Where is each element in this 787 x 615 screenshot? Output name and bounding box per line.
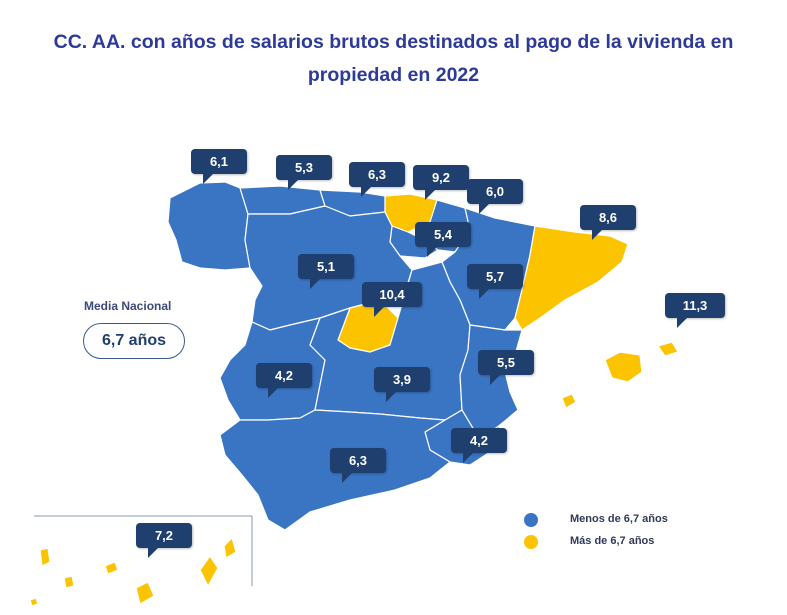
callout-value: 11,3 — [665, 293, 725, 318]
callout-value: 10,4 — [362, 282, 422, 307]
callout-asturias: 5,3 — [276, 155, 332, 190]
legend-dot-above — [524, 535, 538, 549]
callout-pais-vasco: 9,2 — [413, 165, 469, 200]
callout-pointer — [288, 180, 298, 190]
callout-pointer — [203, 174, 213, 184]
callout-pointer — [479, 289, 489, 299]
callout-value: 5,1 — [298, 254, 354, 279]
callout-la-rioja: 5,4 — [415, 222, 471, 257]
legend-label-above: Más de 6,7 años — [570, 535, 655, 547]
callout-pointer — [361, 187, 371, 197]
callout-pointer — [386, 392, 396, 402]
callout-pointer — [677, 318, 687, 328]
region-canarias — [29, 537, 237, 607]
callout-extremadura: 4,2 — [256, 363, 312, 398]
callout-valencia: 5,5 — [478, 350, 534, 385]
legend-label-below: Menos de 6,7 años — [570, 513, 668, 525]
callout-galicia: 6,1 — [191, 149, 247, 184]
callout-pointer — [463, 453, 473, 463]
callout-murcia: 4,2 — [451, 428, 507, 463]
callout-value: 4,2 — [451, 428, 507, 453]
callout-value: 7,2 — [136, 523, 192, 548]
region-galicia — [167, 181, 251, 271]
callout-andalucia: 6,3 — [330, 448, 386, 483]
callout-pointer — [427, 247, 437, 257]
callout-value: 5,4 — [415, 222, 471, 247]
callout-value: 6,3 — [349, 162, 405, 187]
callout-pointer — [148, 548, 158, 558]
map-title: CC. AA. con años de salarios brutos dest… — [53, 31, 734, 86]
callout-baleares: 11,3 — [665, 293, 725, 328]
callout-pointer — [268, 388, 278, 398]
callout-cantabria: 6,3 — [349, 162, 405, 197]
callout-value: 8,6 — [580, 205, 636, 230]
callout-value: 6,1 — [191, 149, 247, 174]
callout-pointer — [374, 307, 384, 317]
callout-pointer — [490, 375, 500, 385]
callout-pointer — [342, 473, 352, 483]
callout-value: 6,3 — [330, 448, 386, 473]
callout-pointer — [592, 230, 602, 240]
callout-pointer — [425, 190, 435, 200]
callout-value: 5,7 — [467, 264, 523, 289]
legend-dot-below — [524, 513, 538, 527]
callout-pointer — [479, 204, 489, 214]
callout-value: 9,2 — [413, 165, 469, 190]
media-nacional-label: Media Nacional — [84, 299, 172, 313]
region-cataluna — [514, 225, 629, 331]
callout-pointer — [310, 279, 320, 289]
callout-cataluna: 8,6 — [580, 205, 636, 240]
callout-value: 5,3 — [276, 155, 332, 180]
callout-aragon: 5,7 — [467, 264, 523, 299]
callout-castilla-la-mancha: 3,9 — [374, 367, 430, 402]
callout-navarra: 6,0 — [467, 179, 523, 214]
callout-value: 3,9 — [374, 367, 430, 392]
callout-madrid: 10,4 — [362, 282, 422, 317]
callout-value: 4,2 — [256, 363, 312, 388]
region-baleares — [561, 341, 679, 409]
callout-canarias: 7,2 — [136, 523, 192, 558]
callout-castilla-y-leon: 5,1 — [298, 254, 354, 289]
callout-value: 6,0 — [467, 179, 523, 204]
callout-value: 5,5 — [478, 350, 534, 375]
media-nacional-value: 6,7 años — [83, 323, 185, 359]
